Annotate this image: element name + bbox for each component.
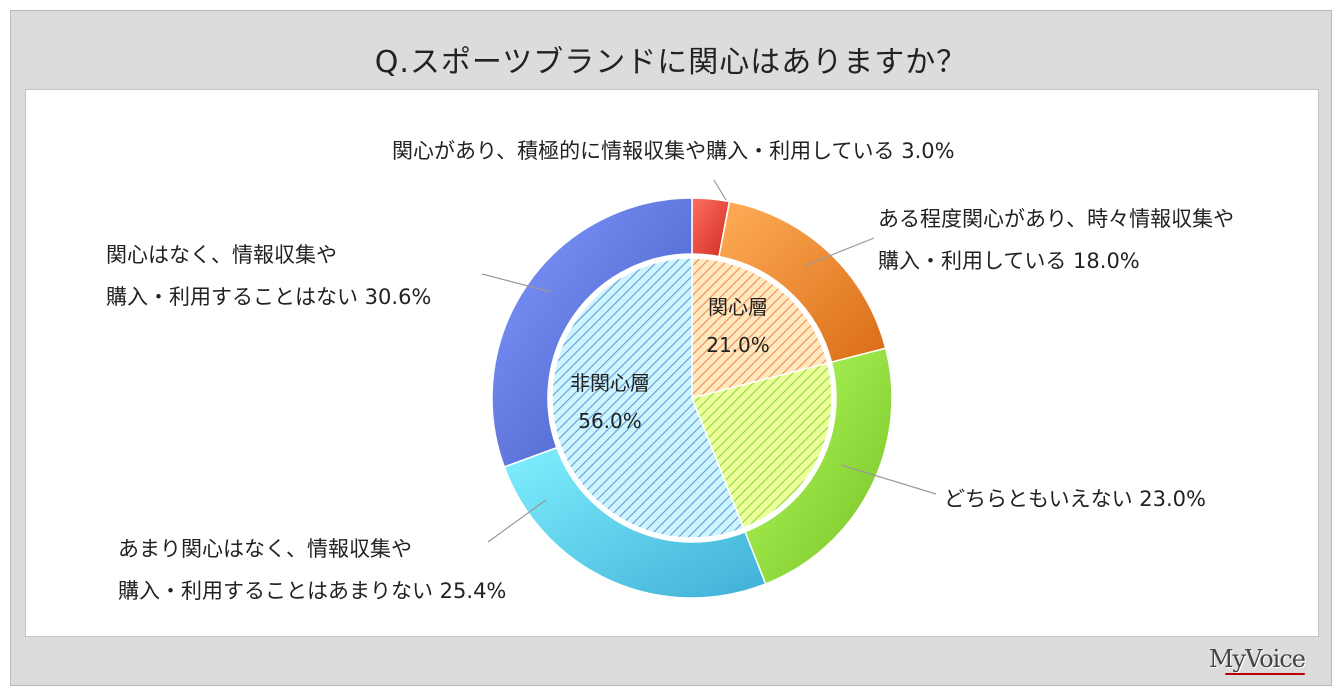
leader-line: [803, 237, 875, 267]
inner-label: 関心層: [708, 295, 768, 319]
outer-label: 購入・利用している 18.0%: [878, 249, 1140, 273]
outer-label: 関心はなく、情報収集や: [106, 243, 337, 267]
leader-line: [481, 273, 552, 293]
leader-line: [840, 464, 937, 495]
inner-label: 非関心層: [570, 371, 650, 395]
inner-slice: [690, 362, 833, 530]
donut-chart: 関心があり、積極的に情報収集や購入・利用している 3.0% ある程度関心があり、時…: [106, 139, 1234, 603]
myvoice-logo: MyVoice: [1208, 645, 1306, 675]
inner-slice: [691, 257, 829, 399]
leader-line: [487, 499, 547, 543]
outer-slice: [503, 446, 767, 599]
leader-line: [713, 179, 727, 201]
outer-label: どちらともいえない 23.0%: [944, 487, 1206, 511]
plot-area: 関心があり、積極的に情報収集や購入・利用している 3.0% ある程度関心があり、時…: [25, 89, 1319, 637]
inner-label: 56.0%: [578, 409, 642, 433]
chart-title: Q.スポーツブランドに関心はありますか？: [374, 45, 968, 80]
outer-label: 購入・利用することはない 30.6%: [106, 285, 431, 309]
chart-frame: Q.スポーツブランドに関心はありますか？ 関心があり、積極的に情報収集や購入・利…: [10, 10, 1332, 686]
logo-swoosh: [1224, 673, 1305, 675]
inner-label: 21.0%: [706, 333, 770, 357]
outer-label: ある程度関心があり、時々情報収集や: [878, 207, 1234, 231]
inner-slice: [551, 257, 745, 539]
outer-label: 関心があり、積極的に情報収集や購入・利用している 3.0%: [392, 139, 955, 163]
outer-label: あまり関心はなく、情報収集や: [118, 537, 412, 561]
outer-label: 購入・利用することはあまりない 25.4%: [118, 579, 506, 603]
outer-slice: [491, 197, 693, 468]
logo-text: MyVoice: [1208, 645, 1306, 673]
